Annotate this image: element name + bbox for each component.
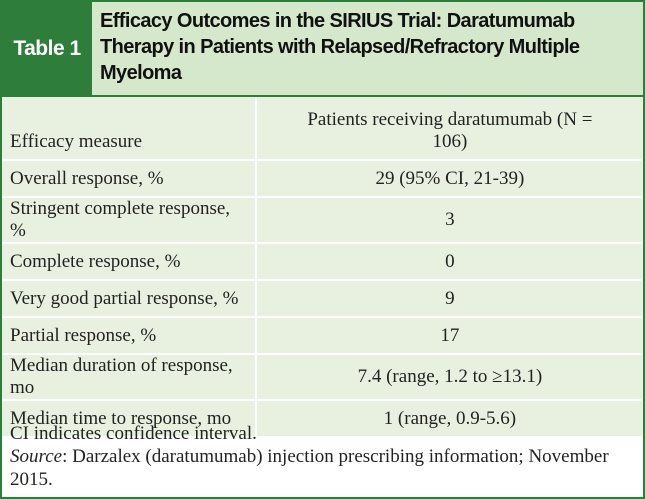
table-title: Efficacy Outcomes in the SIRIUS Trial: D… [100,10,580,84]
header-row: Efficacy measure Patients receiving dara… [2,97,643,161]
measure-cell: Very good partial response, % [2,280,256,318]
measure-cell: Median duration of response, mo [2,354,256,401]
source-text: : Darzalex (daratumumab) injection presc… [10,446,609,490]
data-table: Efficacy measure Patients receiving dara… [2,97,643,438]
footnotes: CI indicates confidence interval. Source… [10,422,630,491]
measure-cell: Stringent complete response, % [2,197,256,244]
measure-cell: Overall response, % [2,160,256,198]
value-cell: 3 [254,197,643,244]
value-cell: 7.4 (range, 1.2 to ≥13.1) [254,354,643,401]
footnote: Source: Darzalex (daratumumab) injection… [10,445,630,491]
footnote: CI indicates confidence interval. [10,423,257,444]
value-cell: 9 [254,280,643,318]
value-cell: 29 (95% CI, 21-39) [254,160,643,198]
table-row: Median duration of response, mo 7.4 (rang… [2,354,643,401]
column-header: Efficacy measure [2,97,256,161]
table-row: Overall response, % 29 (95% CI, 21-39) [2,160,643,198]
column-header: Patients receiving daratumumab (N = 106) [254,97,643,161]
measure-cell: Median time to response, mo [2,400,256,438]
table-row: Median time to response, mo 1 (range, 0.9… [2,400,643,438]
value-cell: 17 [254,317,643,355]
table-header: Table 1 Efficacy Outcomes in the SIRIUS … [2,2,643,97]
measure-cell: Partial response, % [2,317,256,355]
table-row: Very good partial response, % 9 [2,280,643,318]
table-label: Table 1 [2,2,92,95]
value-cell: 1 (range, 0.9-5.6) [254,400,643,438]
table-row: Complete response, % 0 [2,243,643,281]
table-row: Partial response, % 17 [2,317,643,355]
table-row: Stringent complete response, % 3 [2,197,643,244]
value-cell: 0 [254,243,643,281]
measure-cell: Complete response, % [2,243,256,281]
source-label: Source [10,446,63,467]
